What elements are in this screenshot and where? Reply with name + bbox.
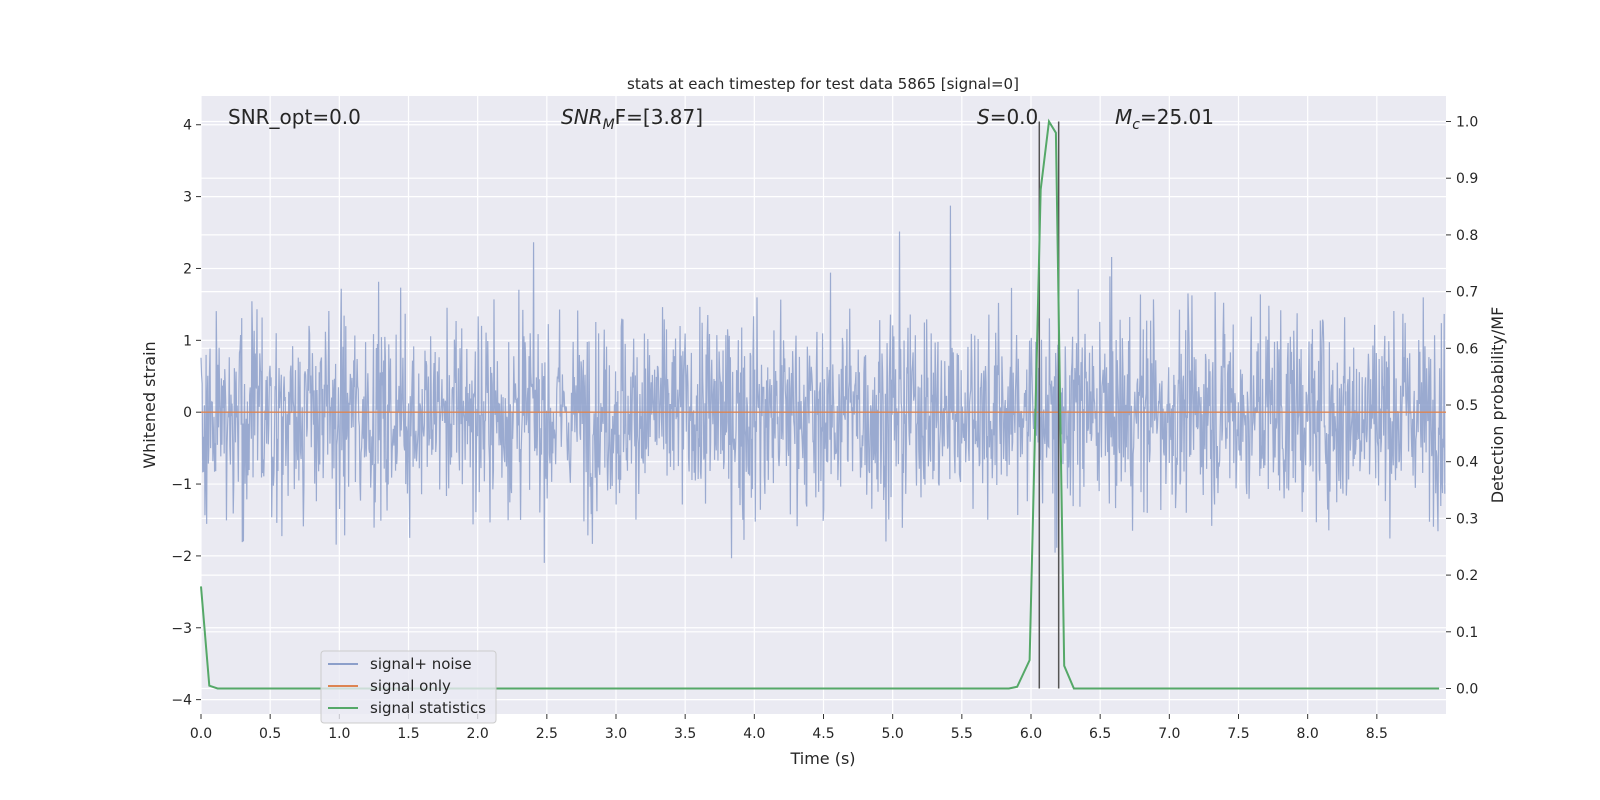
legend: signal+ noise signal only signal statist… (320, 650, 497, 724)
x-tick-label: 7.5 (1227, 726, 1249, 742)
x-tick-label: 0.0 (190, 726, 212, 742)
left-y-tick-label: −3 (171, 621, 192, 637)
legend-label-signal: signal only (370, 677, 451, 695)
x-tick-label: 2.5 (536, 726, 558, 742)
x-tick-label: 4.0 (743, 726, 765, 742)
x-tick-label: 7.0 (1158, 726, 1180, 742)
right-y-tick-label: 0.5 (1456, 398, 1478, 414)
left-y-tick-label: 2 (183, 261, 192, 277)
left-y-tick-label: −4 (171, 693, 192, 709)
x-tick-label: 8.5 (1366, 726, 1388, 742)
x-tick-label: 8.0 (1297, 726, 1319, 742)
x-tick-label: 3.0 (605, 726, 627, 742)
x-tick-label: 5.5 (951, 726, 973, 742)
x-tick-label: 6.5 (1089, 726, 1111, 742)
grid (200, 96, 1446, 714)
right-axis-label: Detection probability/MF (1488, 307, 1507, 504)
right-y-tick-label: 0.3 (1456, 511, 1478, 527)
x-axis-label: Time (s) (789, 749, 855, 768)
left-y-tick-label: −1 (171, 477, 192, 493)
annotation-snr-mf-label: SNR (561, 105, 603, 129)
annotation-s-label: S (977, 105, 990, 129)
annotation-mc-label: M (1115, 105, 1132, 129)
annotation-s-value: =0.0 (990, 105, 1039, 129)
left-axis-label: Whitened strain (140, 341, 159, 468)
x-tick-label: 4.5 (812, 726, 834, 742)
x-tick-label: 3.5 (674, 726, 696, 742)
annotation-snr-mf-sub: M (603, 117, 615, 133)
left-y-tick-label: 4 (183, 118, 192, 134)
right-y-tick-label: 0.8 (1456, 228, 1478, 244)
series-lines (200, 118, 1446, 690)
annotation-snr-opt: SNR_opt=0.0 (228, 105, 361, 129)
annotation-mc-value: =25.01 (1140, 105, 1214, 129)
right-y-tick-label: 0.7 (1456, 285, 1478, 301)
left-y-tick-label: −2 (171, 549, 192, 565)
left-y-tick-label: 3 (183, 190, 192, 206)
annotation-s: S=0.0 (977, 105, 1038, 129)
left-y-tick-label: 0 (183, 405, 192, 421)
annotation-snr-mf: SNRMF=[3.87] (561, 105, 703, 133)
legend-box (320, 650, 497, 724)
x-tick-label: 6.0 (1020, 726, 1042, 742)
annotation-mc-sub: c (1132, 117, 1140, 133)
right-y-tick-label: 0.2 (1456, 568, 1478, 584)
x-axis-ticks: 0.0 0.5 1.0 1.5 2.0 2.5 3.0 3.5 4.0 4.5 5.0 5.5 6.0 6… (190, 714, 1388, 742)
right-y-tick-label: 0.9 (1456, 171, 1478, 187)
x-tick-label: 2.0 (467, 726, 489, 742)
signal-noise-line (200, 205, 1446, 563)
signal-statistics-line (200, 118, 1440, 690)
right-y-tick-label: 0.4 (1456, 455, 1478, 471)
right-y-tick-label: 0.6 (1456, 341, 1478, 357)
right-y-tick-label: 1.0 (1456, 115, 1478, 131)
legend-label-noise: signal+ noise (370, 655, 472, 673)
legend-label-statistics: signal statistics (370, 699, 486, 717)
right-y-tick-label: 0.0 (1456, 681, 1478, 697)
left-y-tick-label: 1 (183, 333, 192, 349)
annotation-snr-mf-tail: F=[3.87] (615, 105, 703, 129)
chart-title: stats at each timestep for test data 586… (627, 75, 1019, 93)
annotation-mc: Mc=25.01 (1115, 105, 1214, 133)
x-tick-label: 0.5 (259, 726, 281, 742)
right-y-tick-label: 0.1 (1456, 625, 1478, 641)
x-tick-label: 1.5 (397, 726, 419, 742)
left-axis-ticks: 4 3 2 1 0 −1 −2 −3 −4 (171, 118, 201, 709)
right-axis-ticks: 1.0 0.9 0.8 0.7 0.6 0.5 0.4 0.3 0.2 0.1 0.0 (1446, 115, 1478, 697)
x-tick-label: 5.0 (882, 726, 904, 742)
noise-series (200, 205, 1446, 563)
x-tick-label: 1.0 (328, 726, 350, 742)
